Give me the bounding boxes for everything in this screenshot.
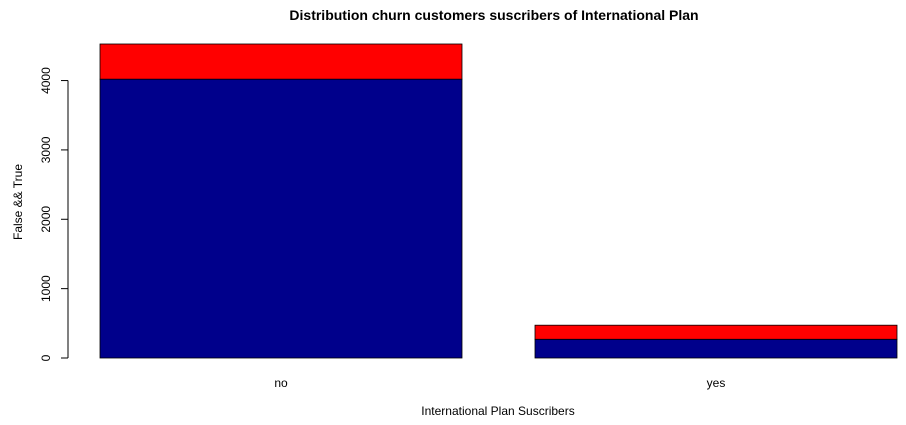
x-tick-labels: no yes (274, 376, 725, 390)
x-tick-label-yes: yes (707, 376, 726, 390)
x-tick-label-no: no (274, 376, 288, 390)
bar-no-segment-1 (99, 43, 463, 80)
bar-no-segment-0 (99, 78, 463, 359)
x-axis-label: International Plan Suscribers (421, 404, 574, 418)
y-tick-label-4000: 4000 (39, 67, 53, 94)
chart-title: Distribution churn customers suscribers … (289, 7, 698, 23)
y-tick-label-0: 0 (39, 354, 53, 361)
y-tick-label-3000: 3000 (39, 136, 53, 163)
y-axis-label: False && True (11, 164, 25, 240)
y-axis: 0 1000 2000 3000 4000 (39, 67, 69, 361)
bars-group (99, 43, 898, 359)
bar-yes-segment-1 (534, 324, 898, 340)
y-tick-label-1000: 1000 (39, 275, 53, 302)
bar-yes-segment-0 (534, 338, 898, 359)
y-tick-label-2000: 2000 (39, 206, 53, 233)
